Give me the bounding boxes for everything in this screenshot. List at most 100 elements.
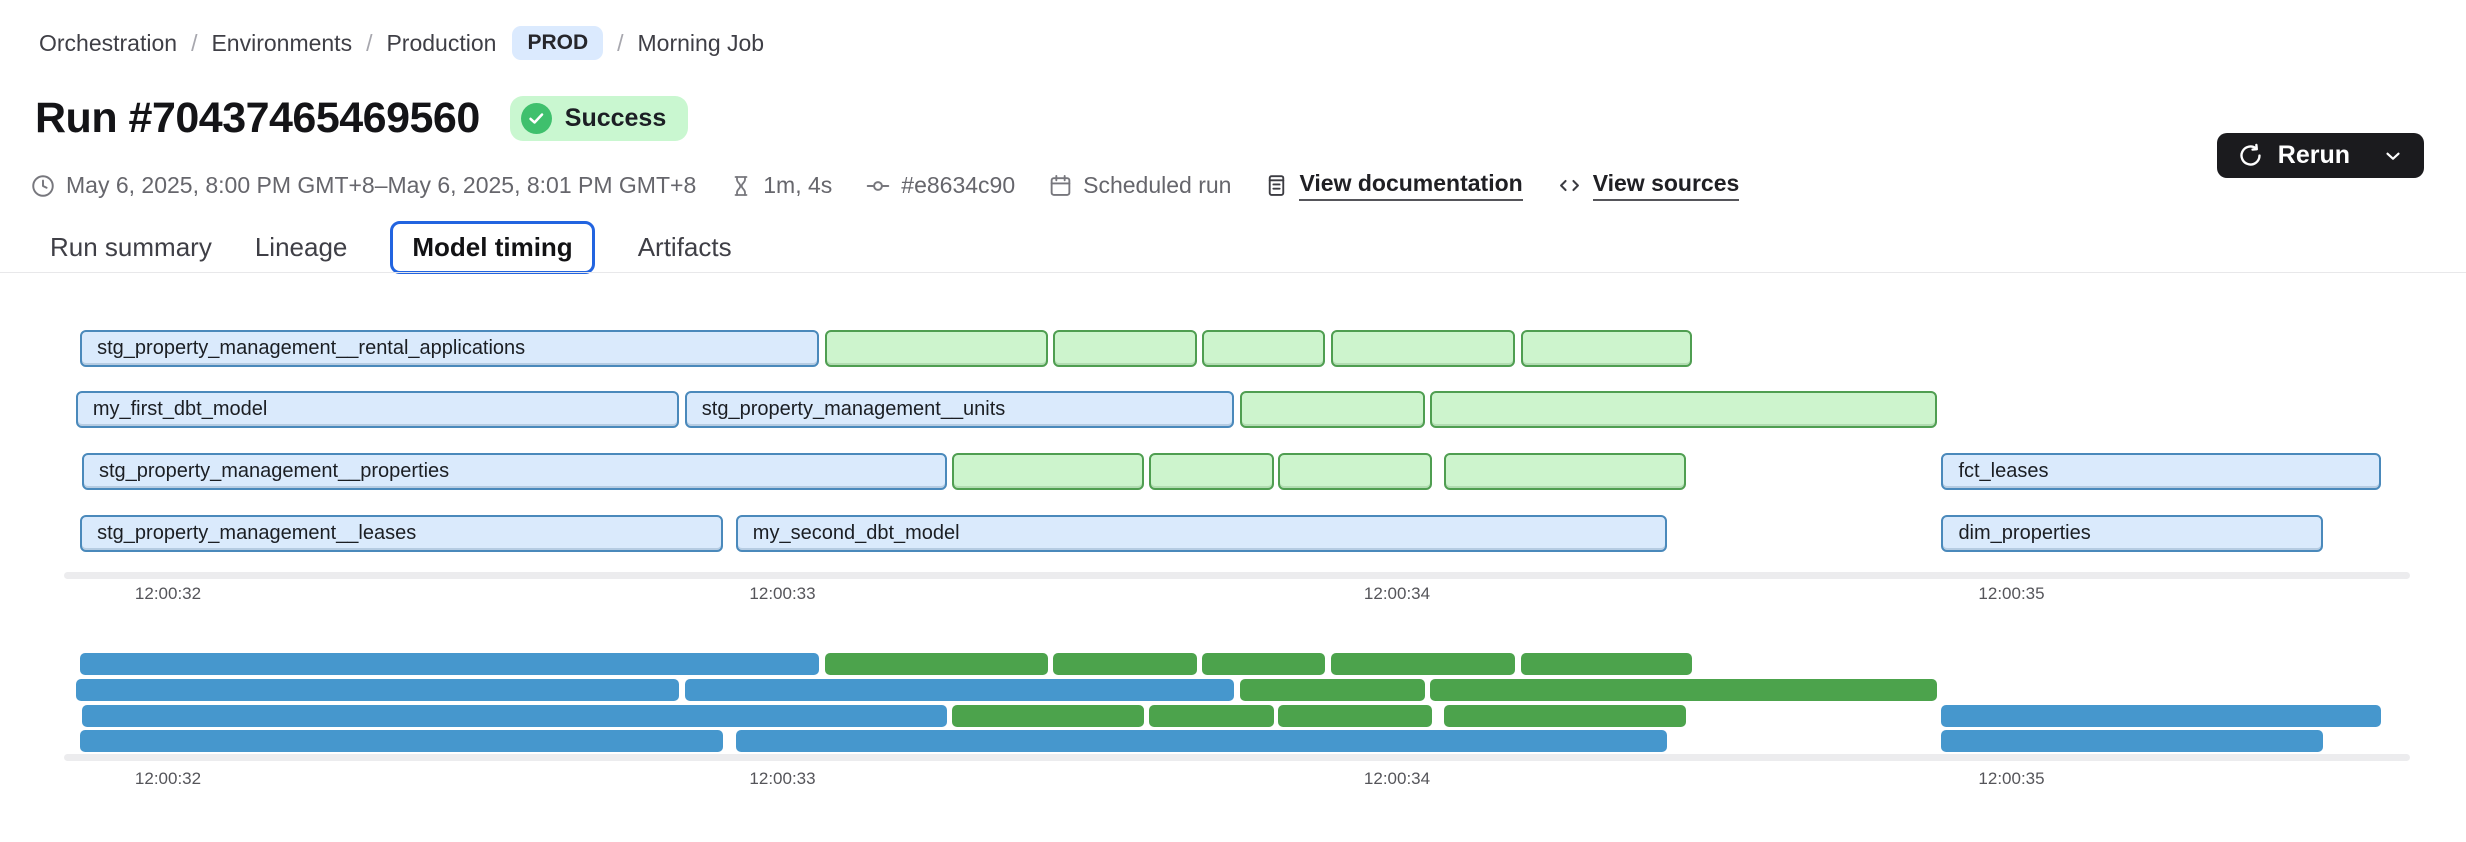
gantt-bar-test[interactable] (1277, 453, 1433, 490)
model-name-label: my_first_dbt_model (92, 398, 268, 420)
rerun-label: Rerun (2277, 141, 2350, 169)
gantt-bar-fct_leases[interactable]: fct_leases (1941, 453, 2381, 490)
minimap-scrollbar[interactable] (64, 754, 2410, 761)
minimap-bar-my_first_dbt_model (75, 679, 680, 701)
minimap-bar-fct_leases (1941, 705, 2381, 727)
duration-text: 1m, 4s (763, 172, 833, 198)
breadcrumb-separator: / (617, 29, 624, 56)
trigger-text: Scheduled run (1083, 172, 1232, 198)
run-metadata-row: May 6, 2025, 8:00 PM GMT+8–May 6, 2025, … (30, 170, 1740, 201)
minimap-bar-stg_property_management__leases (80, 730, 723, 752)
minimap-bar-stg_property_management__units (684, 679, 1235, 701)
calendar-icon (1048, 173, 1073, 198)
model-name-label: my_second_dbt_model (752, 522, 960, 544)
model-name-label: stg_property_management__rental_applicat… (97, 337, 526, 359)
minimap-bar-test (1330, 653, 1515, 675)
tab-artifacts[interactable]: Artifacts (637, 231, 732, 262)
title-row: Run #70437465469560 Success (35, 94, 689, 143)
gantt-bar-test[interactable] (1148, 453, 1275, 490)
gantt-bar-test[interactable] (1202, 330, 1326, 367)
gantt-bar-stg_property_management__properties[interactable]: stg_property_management__properties (81, 453, 948, 490)
gantt-bar-stg_property_management__units[interactable]: stg_property_management__units (684, 391, 1235, 428)
gantt-bar-test[interactable] (1239, 391, 1426, 428)
breadcrumb-environments[interactable]: Environments (211, 29, 353, 56)
minimap-bar-test (1202, 653, 1326, 675)
environment-badge: PROD (512, 26, 604, 60)
minimap-bar-dim_properties (1941, 730, 2324, 752)
breadcrumb-orchestration[interactable]: Orchestration (39, 29, 178, 56)
minimap-bar-test (1430, 679, 1937, 701)
time-axis-label: 12:00:32 (134, 769, 202, 788)
gantt-bar-test[interactable] (1444, 453, 1686, 490)
status-badge: Success (509, 96, 689, 141)
minimap-bar-test (1444, 705, 1686, 727)
minimap-bar-test (1520, 653, 1692, 675)
code-icon (1556, 172, 1583, 199)
gantt-bar-test[interactable] (1520, 330, 1692, 367)
minimap-bar-test (952, 705, 1145, 727)
breadcrumb-separator: / (366, 29, 373, 56)
document-icon (1264, 173, 1289, 198)
gantt-bar-stg_property_management__rental_applications[interactable]: stg_property_management__rental_applicat… (80, 330, 820, 367)
commit-ref: #e8634c90 (865, 172, 1015, 199)
minimap-bar-test (1148, 705, 1275, 727)
time-axis-label: 12:00:34 (1363, 769, 1431, 788)
view-sources[interactable]: View sources (1556, 170, 1740, 201)
view-documentation[interactable]: View documentation (1264, 170, 1523, 201)
model-name-label: dim_properties (1958, 522, 2091, 544)
time-axis-label: 12:00:34 (1363, 584, 1431, 603)
gantt-bar-test[interactable] (1053, 330, 1197, 367)
tabs-divider (0, 272, 2466, 273)
date-range-text: May 6, 2025, 8:00 PM GMT+8–May 6, 2025, … (66, 172, 697, 198)
tab-lineage[interactable]: Lineage (254, 231, 348, 262)
gantt-scrollbar[interactable] (64, 572, 2410, 579)
view-sources-link[interactable]: View sources (1592, 170, 1740, 201)
model-name-label: fct_leases (1958, 460, 2049, 482)
status-label: Success (564, 104, 667, 132)
run-tabs: Run summary Lineage Model timing Artifac… (50, 220, 732, 274)
time-axis-label: 12:00:33 (749, 584, 816, 603)
commit-icon (865, 173, 891, 199)
gantt-bar-my_first_dbt_model[interactable]: my_first_dbt_model (75, 391, 680, 428)
model-name-label: stg_property_management__leases (97, 522, 417, 544)
breadcrumb: Orchestration / Environments / Productio… (39, 26, 764, 60)
breadcrumb-production[interactable]: Production (386, 29, 497, 56)
run-schedule-range: May 6, 2025, 8:00 PM GMT+8–May 6, 2025, … (30, 172, 696, 199)
run-duration: 1m, 4s (729, 172, 832, 199)
view-documentation-link[interactable]: View documentation (1299, 170, 1523, 201)
gantt-bar-test[interactable] (824, 330, 1048, 367)
minimap-bar-test (1053, 653, 1197, 675)
page-title: Run #70437465469560 (35, 94, 480, 142)
gantt-bar-my_second_dbt_model[interactable]: my_second_dbt_model (735, 515, 1668, 552)
gantt-bar-test[interactable] (1430, 391, 1937, 428)
gantt-bar-stg_property_management__leases[interactable]: stg_property_management__leases (80, 515, 723, 552)
minimap-bar-test (824, 653, 1048, 675)
tab-model-timing[interactable]: Model timing (390, 220, 595, 274)
run-trigger: Scheduled run (1048, 172, 1231, 199)
time-axis-label: 12:00:33 (749, 769, 816, 788)
tab-run-summary[interactable]: Run summary (50, 231, 212, 262)
clock-icon (30, 173, 56, 199)
check-icon (520, 103, 552, 134)
model-timing-chart: stg_property_management__rental_applicat… (0, 273, 2466, 842)
gantt-bar-dim_properties[interactable]: dim_properties (1941, 515, 2324, 552)
time-axis-label: 12:00:35 (1978, 584, 2045, 603)
commit-hash-text: #e8634c90 (901, 172, 1016, 198)
model-name-label: stg_property_management__units (701, 398, 1006, 420)
gantt-bar-test[interactable] (952, 453, 1145, 490)
refresh-icon (2237, 142, 2264, 169)
minimap-bar-my_second_dbt_model (735, 730, 1668, 752)
minimap-bar-test (1239, 679, 1426, 701)
minimap-bar-stg_property_management__rental_applications (80, 653, 820, 675)
minimap-bar-stg_property_management__properties (81, 705, 948, 727)
breadcrumb-morning-job[interactable]: Morning Job (637, 29, 765, 56)
model-name-label: stg_property_management__properties (98, 460, 450, 482)
chevron-down-icon[interactable] (2382, 145, 2404, 167)
gantt-bar-test[interactable] (1330, 330, 1515, 367)
time-axis-label: 12:00:35 (1978, 769, 2045, 788)
hourglass-icon (729, 174, 753, 198)
breadcrumb-separator: / (191, 29, 198, 56)
time-axis-label: 12:00:32 (134, 584, 202, 603)
minimap-bar-test (1277, 705, 1433, 727)
rerun-button[interactable]: Rerun (2216, 133, 2424, 178)
